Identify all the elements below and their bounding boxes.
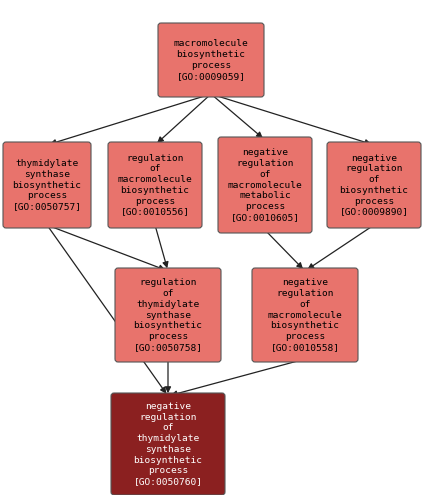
FancyBboxPatch shape [108,142,202,228]
Text: negative
regulation
of
macromolecule
biosynthetic
process
[GO:0010558]: negative regulation of macromolecule bio… [268,278,342,352]
FancyBboxPatch shape [111,393,225,495]
FancyBboxPatch shape [252,268,358,362]
Text: macromolecule
biosynthetic
process
[GO:0009059]: macromolecule biosynthetic process [GO:0… [173,40,249,81]
Text: regulation
of
macromolecule
biosynthetic
process
[GO:0010556]: regulation of macromolecule biosynthetic… [118,153,192,216]
FancyBboxPatch shape [327,142,421,228]
FancyBboxPatch shape [115,268,221,362]
Text: regulation
of
thymidylate
synthase
biosynthetic
process
[GO:0050758]: regulation of thymidylate synthase biosy… [133,278,203,352]
Text: negative
regulation
of
thymidylate
synthase
biosynthetic
process
[GO:0050760]: negative regulation of thymidylate synth… [133,402,203,486]
FancyBboxPatch shape [218,137,312,233]
Text: negative
regulation
of
biosynthetic
process
[GO:0009890]: negative regulation of biosynthetic proc… [340,153,408,216]
FancyBboxPatch shape [158,23,264,97]
Text: negative
regulation
of
macromolecule
metabolic
process
[GO:0010605]: negative regulation of macromolecule met… [227,148,303,222]
Text: thymidylate
synthase
biosynthetic
process
[GO:0050757]: thymidylate synthase biosynthetic proces… [13,159,81,211]
FancyBboxPatch shape [3,142,91,228]
